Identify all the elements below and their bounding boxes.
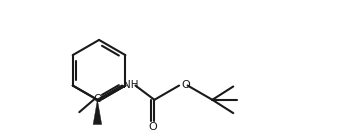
Text: O: O — [148, 122, 157, 132]
Text: O: O — [93, 94, 102, 104]
Text: O: O — [181, 80, 190, 90]
Polygon shape — [93, 100, 102, 124]
Text: NH: NH — [123, 80, 138, 90]
